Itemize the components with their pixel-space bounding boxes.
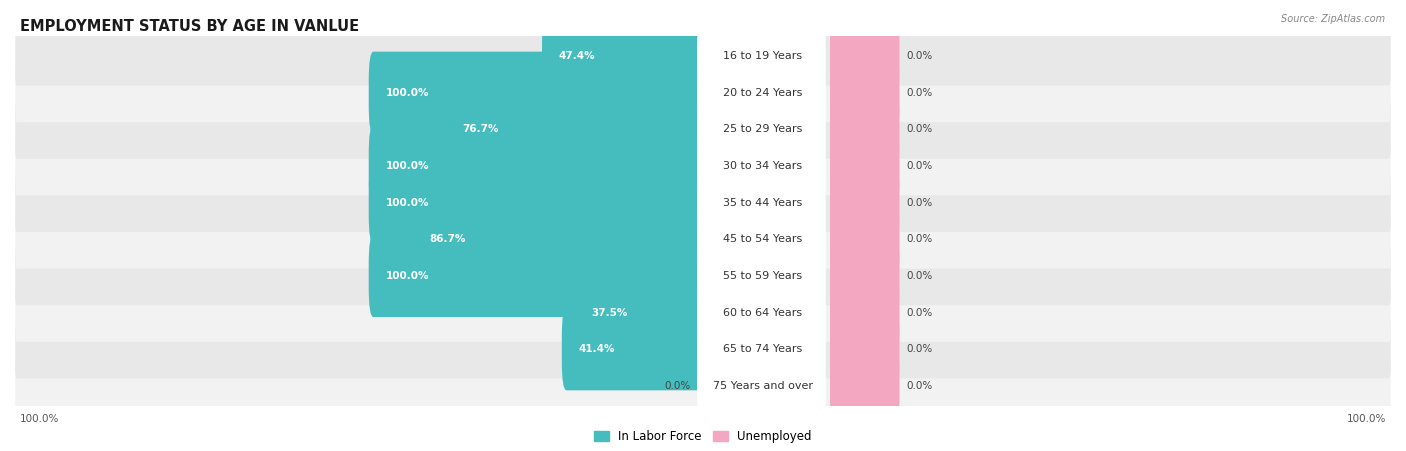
Text: 25 to 29 Years: 25 to 29 Years — [723, 124, 803, 134]
FancyBboxPatch shape — [830, 272, 900, 354]
FancyBboxPatch shape — [15, 247, 1391, 305]
FancyBboxPatch shape — [562, 308, 707, 390]
FancyBboxPatch shape — [15, 27, 1391, 86]
FancyBboxPatch shape — [15, 210, 1391, 269]
FancyBboxPatch shape — [412, 198, 707, 281]
Legend: In Labor Force, Unemployed: In Labor Force, Unemployed — [589, 426, 817, 448]
Text: 60 to 64 Years: 60 to 64 Years — [723, 308, 803, 318]
FancyBboxPatch shape — [830, 15, 900, 97]
Text: 0.0%: 0.0% — [907, 51, 934, 61]
FancyBboxPatch shape — [697, 138, 825, 195]
FancyBboxPatch shape — [543, 15, 707, 97]
FancyBboxPatch shape — [368, 161, 707, 244]
FancyBboxPatch shape — [830, 161, 900, 244]
FancyBboxPatch shape — [697, 247, 825, 304]
Text: 86.7%: 86.7% — [429, 235, 465, 244]
Text: 0.0%: 0.0% — [907, 198, 934, 207]
FancyBboxPatch shape — [697, 357, 825, 414]
Text: 65 to 74 Years: 65 to 74 Years — [723, 344, 803, 354]
Text: 76.7%: 76.7% — [463, 124, 499, 134]
Text: EMPLOYMENT STATUS BY AGE IN VANLUE: EMPLOYMENT STATUS BY AGE IN VANLUE — [20, 18, 359, 33]
FancyBboxPatch shape — [15, 356, 1391, 415]
Text: 45 to 54 Years: 45 to 54 Years — [723, 235, 803, 244]
Text: 0.0%: 0.0% — [907, 381, 934, 391]
Text: 75 Years and over: 75 Years and over — [713, 381, 813, 391]
FancyBboxPatch shape — [699, 345, 707, 427]
FancyBboxPatch shape — [368, 52, 707, 134]
Text: 20 to 24 Years: 20 to 24 Years — [723, 88, 803, 98]
Text: 0.0%: 0.0% — [907, 235, 934, 244]
Text: 100.0%: 100.0% — [385, 161, 429, 171]
Text: 47.4%: 47.4% — [558, 51, 595, 61]
Text: 30 to 34 Years: 30 to 34 Years — [723, 161, 803, 171]
Text: 41.4%: 41.4% — [579, 344, 614, 354]
Text: 0.0%: 0.0% — [907, 88, 934, 98]
FancyBboxPatch shape — [697, 284, 825, 341]
FancyBboxPatch shape — [697, 28, 825, 85]
FancyBboxPatch shape — [368, 235, 707, 317]
FancyBboxPatch shape — [15, 137, 1391, 195]
FancyBboxPatch shape — [697, 211, 825, 268]
Text: 100.0%: 100.0% — [385, 88, 429, 98]
Text: 100.0%: 100.0% — [385, 198, 429, 207]
FancyBboxPatch shape — [15, 283, 1391, 342]
Text: 100.0%: 100.0% — [1347, 414, 1386, 424]
Text: 0.0%: 0.0% — [907, 271, 934, 281]
Text: 100.0%: 100.0% — [20, 414, 59, 424]
Text: 0.0%: 0.0% — [665, 381, 690, 391]
Text: 0.0%: 0.0% — [907, 344, 934, 354]
Text: 0.0%: 0.0% — [907, 161, 934, 171]
Text: 0.0%: 0.0% — [907, 124, 934, 134]
FancyBboxPatch shape — [830, 308, 900, 390]
Text: 55 to 59 Years: 55 to 59 Years — [723, 271, 803, 281]
Text: 37.5%: 37.5% — [592, 308, 628, 318]
FancyBboxPatch shape — [15, 100, 1391, 159]
Text: 100.0%: 100.0% — [385, 271, 429, 281]
FancyBboxPatch shape — [575, 272, 707, 354]
FancyBboxPatch shape — [15, 320, 1391, 378]
FancyBboxPatch shape — [697, 64, 825, 121]
FancyBboxPatch shape — [697, 321, 825, 377]
FancyBboxPatch shape — [15, 173, 1391, 232]
FancyBboxPatch shape — [15, 64, 1391, 122]
FancyBboxPatch shape — [830, 345, 900, 427]
FancyBboxPatch shape — [697, 174, 825, 231]
FancyBboxPatch shape — [697, 101, 825, 158]
FancyBboxPatch shape — [830, 125, 900, 207]
Text: 0.0%: 0.0% — [907, 308, 934, 318]
Text: 16 to 19 Years: 16 to 19 Years — [723, 51, 803, 61]
FancyBboxPatch shape — [830, 88, 900, 170]
FancyBboxPatch shape — [368, 125, 707, 207]
Text: Source: ZipAtlas.com: Source: ZipAtlas.com — [1281, 14, 1385, 23]
FancyBboxPatch shape — [830, 198, 900, 281]
FancyBboxPatch shape — [830, 52, 900, 134]
Text: 35 to 44 Years: 35 to 44 Years — [723, 198, 803, 207]
FancyBboxPatch shape — [446, 88, 707, 170]
FancyBboxPatch shape — [830, 235, 900, 317]
